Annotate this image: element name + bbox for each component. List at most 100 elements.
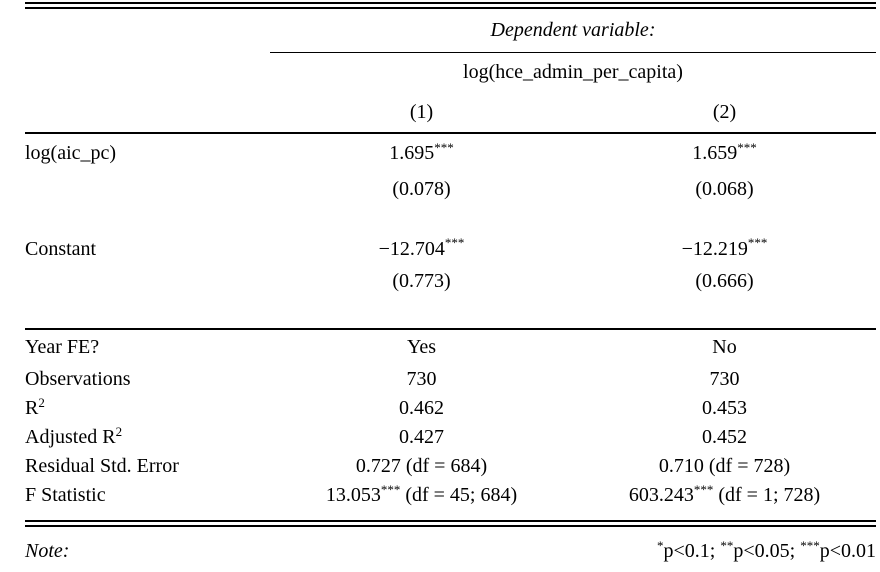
stat-row-residual-std-error: Residual Std. Error 0.727 (df = 684) 0.7…	[25, 452, 876, 481]
significance-threshold: p<0.05;	[733, 540, 801, 562]
stat-value-col2: 0.453	[573, 394, 876, 423]
estimate-value: −12.704	[378, 237, 445, 260]
significance-stars: ***	[693, 481, 714, 497]
significance-legend: *p<0.1; **p<0.05; ***p<0.01	[657, 537, 876, 563]
significance-stars: ***	[434, 139, 454, 155]
empty-cell	[25, 92, 270, 134]
stat-value-col1: 13.053*** (df = 45; 684)	[270, 481, 573, 510]
significance-threshold: p<0.1;	[663, 540, 721, 562]
empty-cell	[25, 297, 877, 330]
empty-cell	[25, 9, 270, 52]
stat-value-text: 0.462	[399, 397, 444, 419]
stat-row-observations: Observations 730 730	[25, 365, 876, 394]
stat-label: Residual Std. Error	[25, 452, 270, 481]
significance-stars: ***	[380, 481, 401, 497]
empty-cell	[25, 52, 270, 92]
stat-value-df: (df = 1; 728)	[713, 484, 821, 506]
stat-value-text: 0.710 (df = 728)	[658, 455, 791, 477]
stat-label-sup: 2	[115, 423, 123, 439]
significance-stars: **	[720, 537, 734, 553]
stat-label-sup: 2	[38, 394, 45, 410]
coefficient-estimate-col2: −12.219***	[573, 233, 876, 265]
stat-value-df: (df = 45; 684)	[400, 484, 518, 506]
significance-stars: ***	[737, 139, 757, 155]
empty-cell	[25, 265, 270, 297]
stat-value-col2: 603.243*** (df = 1; 728)	[573, 481, 876, 510]
top-double-rule	[25, 2, 876, 9]
estimate-value: −12.219	[681, 237, 748, 260]
dependent-variable-name: log(hce_admin_per_capita)	[463, 60, 683, 83]
coefficient-estimate-col1: 1.695***	[270, 133, 573, 173]
stat-row-adjusted-r-squared: Adjusted R2 0.427 0.452	[25, 423, 876, 452]
mid-rule-row	[25, 297, 877, 330]
stat-value-text: 730	[406, 368, 437, 390]
significance-threshold: p<0.01	[819, 540, 876, 562]
std-error-col1: (0.773)	[392, 269, 451, 292]
coefficient-label: log(aic_pc)	[25, 142, 117, 164]
stat-label: Adjusted R2	[25, 423, 270, 452]
std-error-col2: (0.666)	[695, 269, 754, 292]
significance-stars: ***	[444, 235, 465, 251]
stat-value-text: 0.452	[702, 426, 747, 448]
stat-value-col1: Yes	[270, 329, 573, 365]
dependent-variable-header-row: Dependent variable:	[25, 9, 877, 53]
stat-value-col1: 0.427	[270, 423, 573, 452]
empty-cell	[25, 205, 876, 233]
std-error-col1: (0.078)	[392, 177, 451, 200]
note-label: Note:	[25, 540, 70, 562]
note-row: Note: *p<0.1; **p<0.05; ***p<0.01	[25, 537, 876, 563]
column-numbers-row: (1) (2)	[25, 92, 877, 134]
coefficient-estimate-col1: −12.704***	[270, 233, 573, 265]
coefficient-label: Constant	[25, 237, 97, 260]
stat-value-text: 0.427	[399, 426, 444, 448]
stat-row-year-fe: Year FE? Yes No	[25, 329, 876, 365]
stat-label: F Statistic	[25, 481, 270, 510]
stat-value-col1: 0.462	[270, 394, 573, 423]
coefficient-row-constant: Constant −12.704*** −12.219***	[25, 233, 876, 265]
stat-value-col2: 0.710 (df = 728)	[573, 452, 876, 481]
stat-label-text: R	[25, 397, 39, 419]
dependent-variable-name-row: log(hce_admin_per_capita)	[25, 52, 876, 92]
stat-label-text: Observations	[25, 368, 131, 390]
stat-value-text: 0.453	[702, 397, 747, 419]
coefficient-row-log-aic-pc: log(aic_pc) 1.695*** 1.659***	[25, 133, 876, 173]
stat-label-text: Adjusted R	[25, 426, 116, 448]
stat-value-col1: 0.727 (df = 684)	[270, 452, 573, 481]
stat-value-text: No	[712, 336, 737, 358]
regression-table: Dependent variable: log(hce_admin_per_ca…	[25, 9, 877, 510]
significance-stars: *	[657, 537, 664, 553]
stat-label-text: Residual Std. Error	[25, 455, 179, 477]
std-error-col2: (0.068)	[695, 177, 754, 200]
stat-row-r-squared: R2 0.462 0.453	[25, 394, 876, 423]
stat-label-text: Year FE?	[25, 336, 100, 358]
significance-stars: ***	[747, 235, 768, 251]
dependent-variable-label: Dependent variable:	[270, 9, 877, 53]
stat-value-col2: No	[573, 329, 876, 365]
estimate-value: 1.695	[389, 142, 435, 164]
coefficient-estimate-col2: 1.659***	[573, 133, 876, 173]
estimate-value: 1.659	[692, 142, 738, 164]
stat-value-text: 0.727 (df = 684)	[355, 455, 488, 477]
stat-value-col2: 730	[573, 365, 876, 394]
regression-table-area: Dependent variable: log(hce_admin_per_ca…	[25, 2, 877, 563]
std-error-row-log-aic-pc: (0.078) (0.068)	[25, 173, 876, 205]
column-number-2: (2)	[573, 92, 877, 134]
stat-value-text: Yes	[406, 336, 437, 358]
stat-label: R2	[25, 394, 270, 423]
stat-value-text: 730	[709, 368, 740, 390]
std-error-row-constant: (0.773) (0.666)	[25, 265, 876, 297]
stat-value-text: 603.243	[628, 484, 694, 506]
stat-value-col1: 730	[270, 365, 573, 394]
column-number-1: (1)	[270, 92, 573, 134]
stat-label: Year FE?	[25, 329, 270, 365]
stat-value-text: 13.053	[325, 484, 381, 506]
empty-cell	[25, 173, 270, 205]
stat-label-text: F Statistic	[25, 484, 106, 506]
stat-value-col2: 0.452	[573, 423, 876, 452]
spacer-row	[25, 205, 876, 233]
significance-stars: ***	[800, 537, 820, 553]
stat-label: Observations	[25, 365, 270, 394]
bottom-double-rule	[25, 520, 876, 527]
stat-row-f-statistic: F Statistic 13.053*** (df = 45; 684) 603…	[25, 481, 876, 510]
